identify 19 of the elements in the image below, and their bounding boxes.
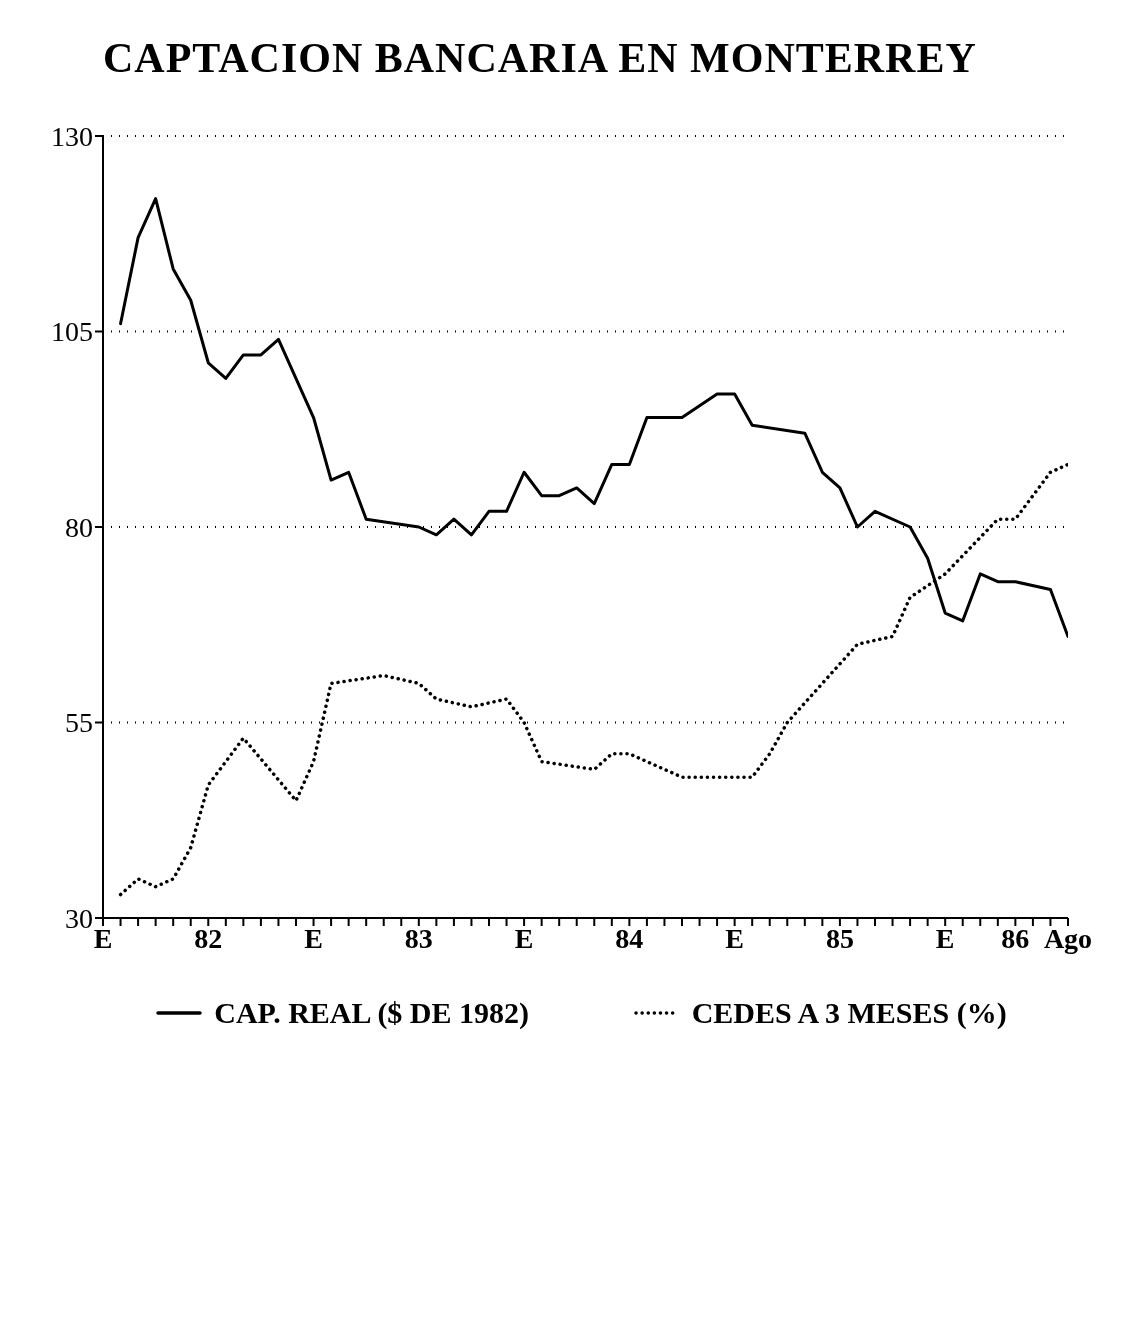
x-tick-label: 83 [404, 922, 433, 954]
x-tick-label: E [935, 922, 955, 954]
x-tick-label: 86 [1001, 922, 1030, 954]
y-tick-label: 80 [65, 511, 93, 543]
x-tick-label: Ago [1043, 922, 1093, 954]
x-tick-label: E [514, 922, 534, 954]
y-tick-label: 30 [65, 902, 93, 934]
chart-title: CAPTACION BANCARIA EN MONTERREY [102, 34, 978, 83]
x-tick-label: 84 [615, 922, 644, 954]
x-tick-label: E [304, 922, 323, 954]
x-tick-label: E [725, 922, 744, 954]
x-tick-label: E [93, 922, 113, 954]
y-tick-label: 55 [65, 707, 93, 739]
x-tick-label: 85 [825, 922, 854, 954]
x-tick-label: 82 [194, 922, 223, 954]
legend-label: CAP. REAL ($ DE 1982) [214, 996, 530, 1030]
y-tick-label: 130 [51, 120, 93, 152]
legend-label: CEDES A 3 MESES (%) [691, 996, 1007, 1030]
y-tick-label: 105 [51, 316, 93, 348]
